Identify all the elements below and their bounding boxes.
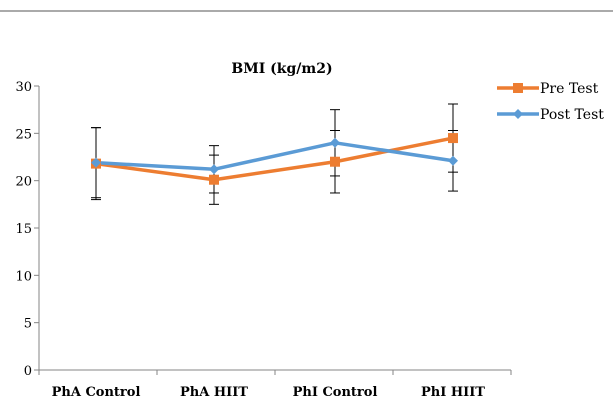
y-tick-label: 30 bbox=[15, 80, 32, 95]
chart-title: BMI (kg/m2) bbox=[231, 61, 332, 77]
data-point-post-test bbox=[91, 157, 101, 168]
y-tick-label: 15 bbox=[15, 222, 32, 237]
data-point-pre-test bbox=[448, 133, 458, 144]
y-tick-label: 0 bbox=[24, 364, 32, 379]
legend-label-pre-test: Pre Test bbox=[540, 81, 599, 97]
x-tick-label: PhI Control bbox=[293, 385, 378, 400]
plot-area bbox=[91, 103, 458, 205]
y-tick-label: 20 bbox=[15, 175, 32, 190]
y-tick-label: 25 bbox=[15, 127, 32, 142]
y-tick-label: 5 bbox=[24, 317, 32, 332]
x-tick-label: PhI HIIT bbox=[421, 385, 485, 400]
data-point-pre-test bbox=[209, 174, 219, 185]
legend-label-post-test: Post Test bbox=[540, 107, 604, 123]
legend-marker-post-test bbox=[513, 109, 523, 119]
legend-marker-pre-test bbox=[513, 83, 523, 93]
data-point-post-test bbox=[448, 155, 458, 166]
x-tick-label: PhA HIIT bbox=[180, 385, 248, 400]
data-point-pre-test bbox=[330, 156, 340, 167]
x-tick-label: PhA Control bbox=[52, 385, 141, 400]
data-point-post-test bbox=[209, 164, 219, 175]
data-point-post-test bbox=[330, 137, 340, 148]
chart-axes: 0 5 10 15 20 25 30 PhA Control PhA HIIT PhI Contr… bbox=[15, 80, 512, 400]
y-tick-label: 10 bbox=[15, 269, 32, 284]
series-line-post-test bbox=[95, 141, 454, 172]
chart-legend: Pre Test Post Test bbox=[497, 81, 604, 123]
series-line-pre-test bbox=[95, 136, 454, 182]
